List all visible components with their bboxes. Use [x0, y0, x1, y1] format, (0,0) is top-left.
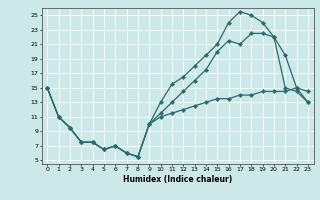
X-axis label: Humidex (Indice chaleur): Humidex (Indice chaleur) [123, 175, 232, 184]
